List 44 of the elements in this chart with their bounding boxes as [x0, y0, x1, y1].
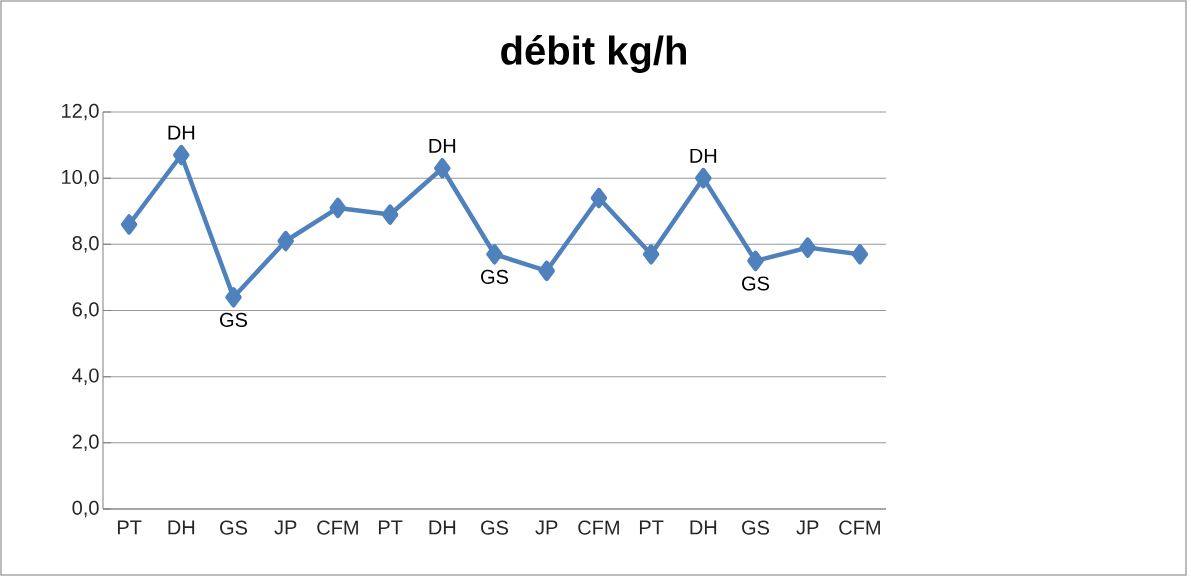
x-tick-label: JP: [535, 520, 558, 535]
x-tick-label: JP: [796, 520, 819, 535]
x-tick-label: PT: [378, 520, 403, 535]
x-tick-label: GS: [481, 520, 509, 535]
data-label: GS: [481, 269, 509, 284]
point: [538, 260, 555, 282]
x-tick-label: CFM: [317, 520, 358, 535]
data-label: GS: [742, 276, 770, 291]
point: [381, 204, 399, 225]
y-tick-label: 0,0: [72, 500, 99, 518]
y-tick-label: 12,0: [62, 103, 99, 121]
data-label: DH: [168, 125, 195, 140]
x-tick-label: GS: [742, 520, 770, 535]
point: [695, 167, 712, 189]
x-tick-label: DH: [168, 520, 195, 535]
point: [590, 187, 608, 209]
x-tick-label: GS: [220, 520, 248, 535]
point: [329, 197, 347, 219]
y-tick-label: 8,0: [72, 236, 99, 253]
y-tick-label: 10,0: [62, 169, 99, 187]
point: [799, 237, 816, 258]
point: [486, 244, 503, 265]
x-tick-label: PT: [117, 520, 142, 535]
x-tick-label: CFM: [839, 520, 880, 535]
x-tick-label: CFM: [578, 520, 619, 535]
point: [434, 157, 451, 179]
point: [173, 144, 190, 166]
data-label: DH: [429, 138, 456, 153]
x-tick-label: PT: [639, 520, 664, 535]
y-tick-label: 2,0: [72, 434, 99, 452]
point: [225, 287, 242, 308]
x-tick-label: DH: [690, 520, 717, 535]
point: [277, 230, 294, 252]
y-tick-label: 4,0: [72, 368, 99, 385]
chart-title: débit kg/h: [501, 35, 686, 73]
x-tick-label: JP: [274, 520, 297, 535]
point: [747, 250, 764, 272]
point: [120, 214, 138, 235]
y-tick-label: 6,0: [72, 302, 99, 319]
data-label: DH: [690, 148, 717, 163]
data-label: GS: [220, 312, 248, 327]
point: [851, 244, 869, 265]
point: [642, 244, 660, 265]
x-tick-label: DH: [429, 520, 456, 535]
